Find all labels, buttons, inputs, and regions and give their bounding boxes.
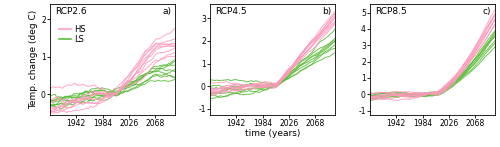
Text: RCP8.5: RCP8.5 (375, 7, 407, 16)
Text: b): b) (322, 7, 331, 16)
Text: c): c) (483, 7, 492, 16)
Text: RCP2.6: RCP2.6 (55, 7, 86, 16)
Text: a): a) (162, 7, 171, 16)
Legend: HS, LS: HS, LS (59, 25, 86, 44)
X-axis label: time (years): time (years) (245, 129, 300, 138)
Y-axis label: Temp. change (deg C): Temp. change (deg C) (29, 10, 38, 109)
Text: RCP4.5: RCP4.5 (215, 7, 246, 16)
